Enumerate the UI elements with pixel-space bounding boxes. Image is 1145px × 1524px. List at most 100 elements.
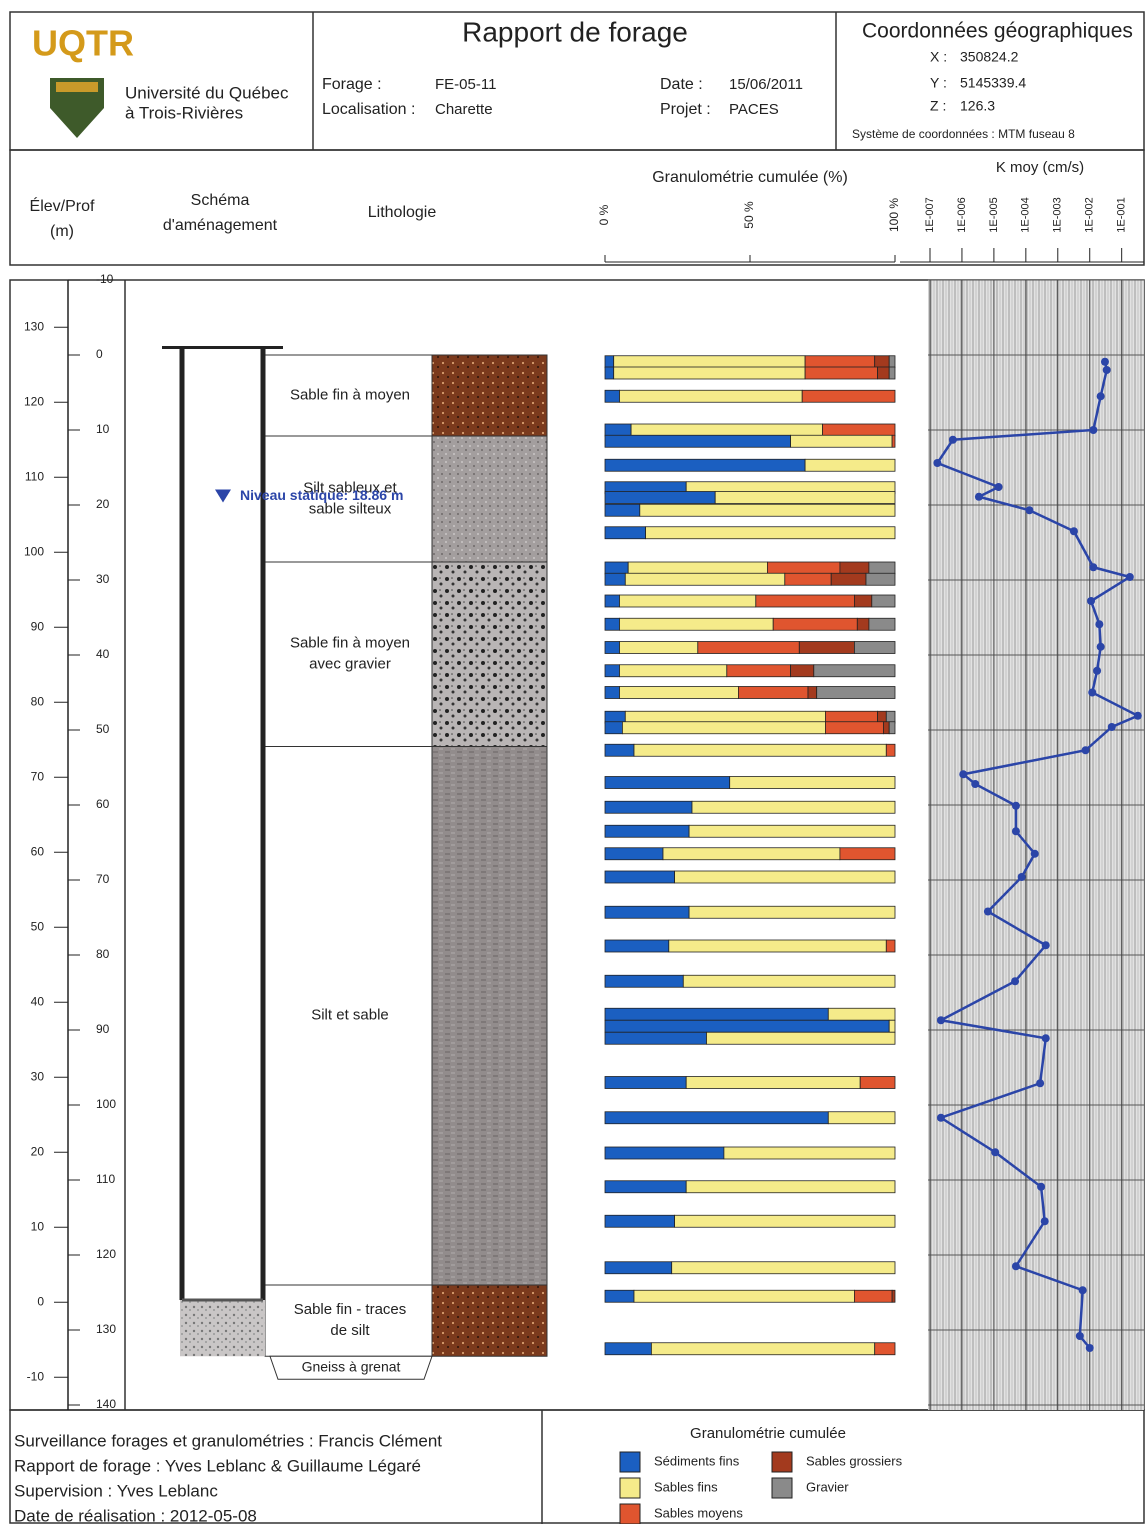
layer-pattern [432, 436, 547, 562]
k-point [971, 780, 979, 788]
layer-label: Sable fin à moyen [290, 386, 410, 403]
elev-tick-label: 100 [24, 544, 44, 558]
bar-segment [605, 906, 689, 918]
bar-segment [889, 356, 895, 368]
bar-segment [886, 744, 895, 756]
k-point [995, 483, 1003, 491]
university: à Trois-Rivières [125, 103, 243, 122]
bar-segment [857, 618, 869, 630]
legend-label: Sables fins [654, 1479, 718, 1494]
x-tick-label: 1E-007 [924, 197, 936, 232]
k-point [1097, 643, 1105, 651]
bar-segment [866, 573, 895, 585]
elev-tick-label: 10 [31, 1219, 45, 1233]
k-point [1041, 1217, 1049, 1225]
bar-segment [689, 825, 895, 837]
column-title: d'aménagement [163, 217, 278, 234]
depth-tick-label: 110 [96, 1172, 115, 1186]
k-point [959, 770, 967, 778]
k-point [937, 1114, 945, 1122]
depth-tick-label: 140 [96, 1397, 116, 1411]
label: Localisation : [322, 101, 415, 118]
bar-segment [805, 356, 875, 368]
layer-pattern [432, 1285, 547, 1356]
bar-segment [869, 618, 895, 630]
k-point [1036, 1079, 1044, 1087]
k-point [1012, 802, 1020, 810]
k-point [1108, 723, 1116, 731]
elev-tick-label: 40 [31, 994, 45, 1008]
label: Projet : [660, 101, 711, 118]
depth-tick-label: 90 [96, 1022, 110, 1036]
bar-segment [605, 1077, 686, 1089]
bar-segment [785, 573, 831, 585]
k-point [1018, 873, 1026, 881]
bar-segment [622, 722, 825, 734]
k-point [975, 493, 983, 501]
bar-segment [605, 722, 622, 734]
depth-tick-label: 70 [96, 872, 110, 886]
logo: UQTR [32, 23, 134, 64]
bar-segment [620, 665, 727, 677]
label: Z : [930, 98, 946, 114]
column-title: Schéma [191, 192, 250, 209]
bar-segment [823, 424, 896, 436]
depth-tick-label: 130 [96, 1322, 116, 1336]
bar-segment [724, 1147, 895, 1159]
bar-segment [640, 504, 895, 516]
k-point [1011, 977, 1019, 985]
elev-tick-label: 60 [31, 844, 45, 858]
depth-tick-label: 50 [96, 722, 110, 736]
k-point [933, 459, 941, 467]
k-point [1012, 1262, 1020, 1270]
page: UQTR Université du Québec à Trois-Rivièr… [0, 0, 1145, 1524]
column-title: (m) [50, 223, 74, 240]
k-point [1042, 1034, 1050, 1042]
k-point [1037, 1183, 1045, 1191]
bar-segment [828, 1112, 895, 1124]
bar-segment [605, 642, 620, 654]
legend-swatch [620, 1452, 640, 1472]
bar-segment [605, 562, 628, 574]
elev-tick-label: 0 [37, 1294, 44, 1308]
k-point [1093, 667, 1101, 675]
layer-label: Sable fin - traces [294, 1301, 407, 1318]
bar-segment [605, 848, 663, 860]
k-point [1103, 366, 1111, 374]
x-tick-label: 0 % [597, 204, 611, 225]
bar-segment [854, 595, 871, 607]
depth-tick-label: 0 [96, 347, 103, 361]
static-level-marker [215, 489, 231, 502]
depth-tick-label: -10 [96, 272, 114, 286]
bar-segment [727, 665, 791, 677]
bar-segment [605, 367, 614, 379]
x-tick-label: 1E-006 [956, 197, 968, 232]
bar-segment [605, 665, 620, 677]
layer-label: Sable fin à moyen [290, 635, 410, 652]
depth-tick-label: 10 [96, 422, 110, 436]
layer-box [265, 1285, 432, 1356]
layer-pattern [432, 747, 547, 1286]
bar-segment [799, 642, 854, 654]
bar-segment [634, 744, 886, 756]
layer-label: Gneiss à grenat [302, 1358, 401, 1374]
column-title: K moy (cm/s) [996, 159, 1084, 176]
column-title: Granulométrie cumulée (%) [652, 169, 848, 186]
elev-tick-label: 110 [25, 469, 44, 483]
bar-segment [605, 1008, 828, 1020]
bar-segment [689, 906, 895, 918]
bar-segment [805, 367, 878, 379]
depth-tick-label: 40 [96, 647, 110, 661]
value: 15/06/2011 [729, 76, 803, 93]
bar-segment [883, 722, 889, 734]
elev-tick-label: 80 [31, 694, 45, 708]
bar-segment [675, 871, 895, 883]
bar-segment [692, 801, 895, 813]
k-point [1079, 1286, 1087, 1294]
legend-label: Sables grossiers [806, 1453, 903, 1468]
x-tick-label: 50 % [742, 201, 756, 229]
k-point [1087, 597, 1095, 605]
system: Système de coordonnées : MTM fuseau 8 [852, 127, 1075, 141]
bar-segment [605, 1343, 651, 1355]
bar-segment [605, 825, 689, 837]
